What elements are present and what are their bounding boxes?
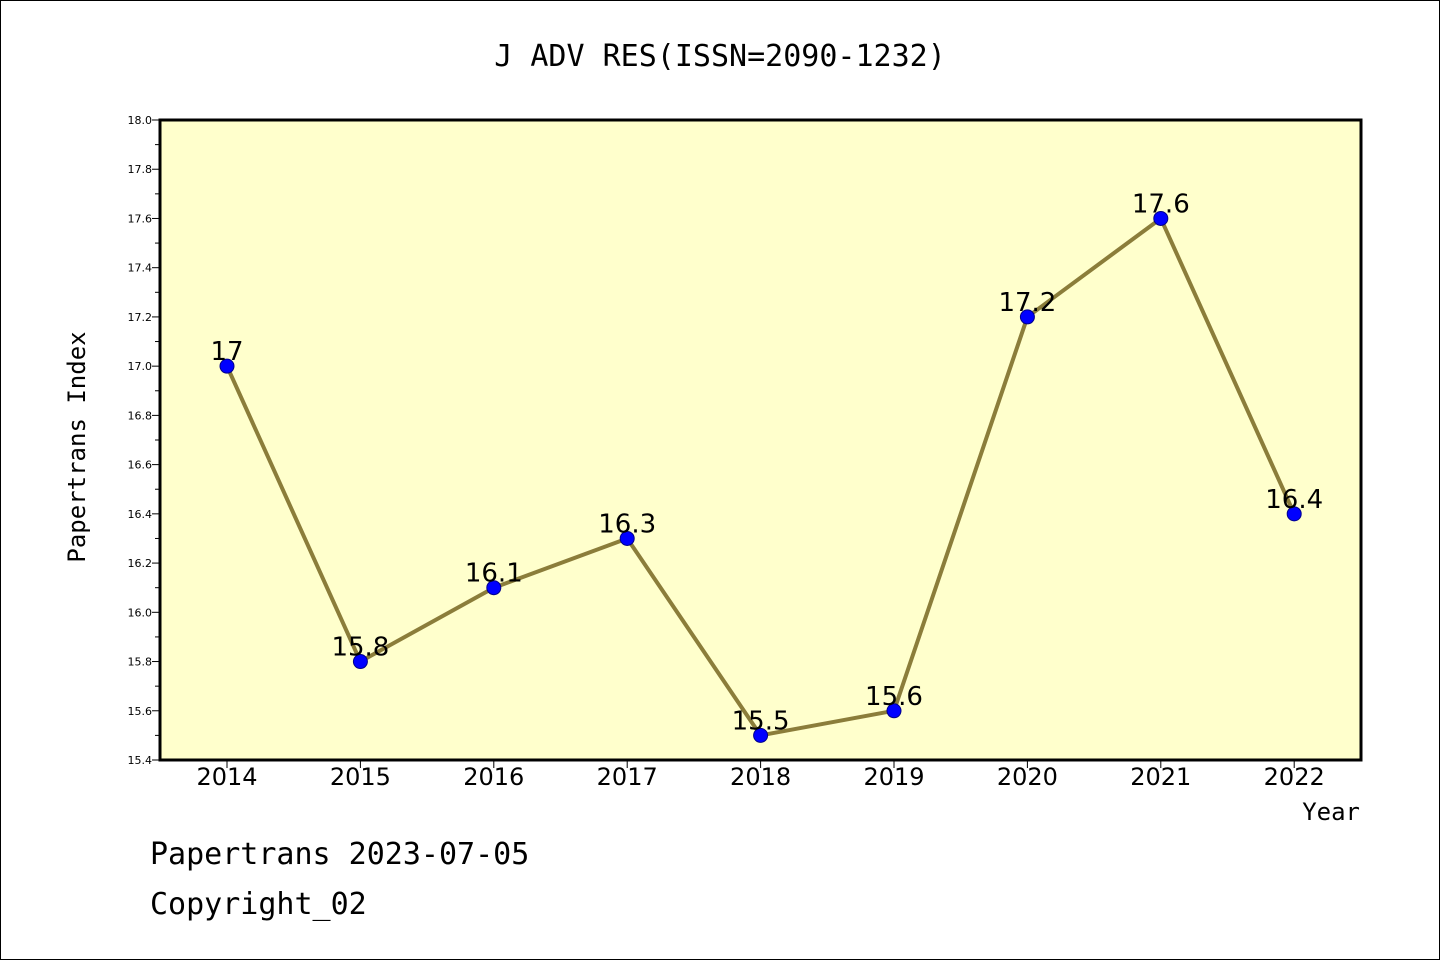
x-tick-label: 2018 — [730, 763, 791, 791]
plot-area — [158, 118, 1363, 762]
data-point — [219, 358, 235, 374]
y-tick-label: 16.0 — [128, 606, 153, 619]
x-axis-label: Year — [1302, 798, 1360, 826]
y-tick-label: 17.4 — [128, 262, 153, 275]
data-point — [1286, 506, 1302, 522]
y-axis-ticks: 15.4 15.6 15.8 16.0 16.2 16.4 16.6 16.8 17.0 17.2… — [128, 114, 160, 767]
data-markers — [219, 210, 1302, 743]
y-tick-label: 15.6 — [128, 705, 153, 718]
data-labels: 17 15.8 16.1 16.3 15.5 15.6 17.2 17.6 16.4 — [210, 189, 1323, 736]
data-label: 17 — [210, 337, 243, 367]
y-tick-label: 15.8 — [128, 656, 153, 669]
chart-title: J ADV RES(ISSN=2090-1232) — [494, 39, 946, 74]
data-point — [886, 703, 902, 719]
x-tick-label: 2017 — [597, 763, 658, 791]
data-label: 17.2 — [998, 288, 1056, 318]
data-label: 16.4 — [1265, 485, 1323, 515]
data-label: 17.6 — [1132, 189, 1190, 219]
data-label: 16.3 — [598, 509, 656, 539]
data-point — [619, 530, 635, 546]
data-label: 15.8 — [331, 633, 389, 663]
x-tick-label: 2014 — [196, 763, 257, 791]
data-point — [486, 580, 502, 596]
y-tick-label: 17.2 — [128, 311, 153, 324]
y-tick-label: 16.6 — [128, 459, 153, 472]
x-tick-label: 2019 — [863, 763, 924, 791]
y-tick-label: 17.0 — [128, 360, 153, 373]
x-tick-label: 2020 — [997, 763, 1058, 791]
data-label: 15.5 — [732, 706, 790, 736]
x-tick-label: 2022 — [1264, 763, 1325, 791]
y-tick-label: 16.8 — [128, 409, 153, 422]
y-tick-label: 16.2 — [128, 557, 153, 570]
x-tick-label: 2015 — [330, 763, 391, 791]
y-tick-label: 17.6 — [128, 212, 153, 225]
y-tick-label: 18.0 — [128, 114, 153, 127]
data-point — [352, 654, 368, 670]
data-label: 16.1 — [465, 559, 523, 589]
x-axis-ticks: 2014 2015 2016 2017 2018 2019 2020 2021 2022 — [196, 760, 1325, 791]
y-tick-label: 15.4 — [128, 754, 153, 767]
data-label: 15.6 — [865, 682, 923, 712]
data-point — [1019, 309, 1035, 325]
x-tick-label: 2016 — [463, 763, 524, 791]
y-axis-label: Papertrans Index — [63, 331, 91, 562]
y-tick-label: 17.8 — [128, 163, 153, 176]
data-point — [753, 727, 769, 743]
x-tick-label: 2021 — [1130, 763, 1191, 791]
data-point — [1153, 210, 1169, 226]
footer-copyright: Copyright_02 — [150, 887, 367, 922]
y-tick-label: 16.4 — [128, 508, 153, 521]
footer-date: Papertrans 2023-07-05 — [150, 837, 529, 872]
